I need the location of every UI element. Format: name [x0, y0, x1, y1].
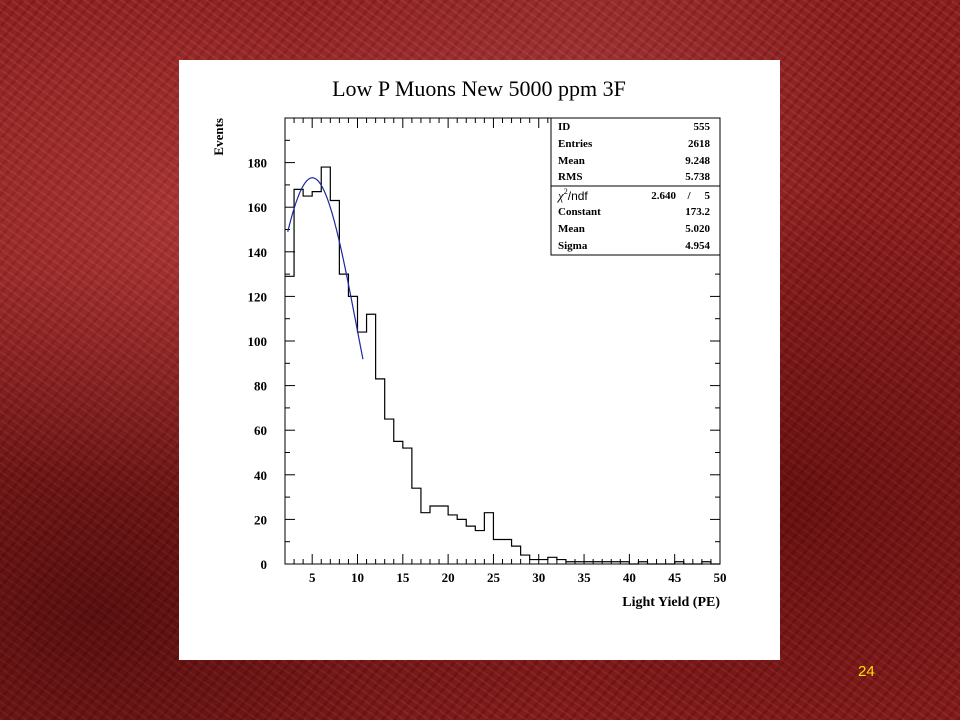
histogram-bin [584, 562, 593, 564]
histogram-bin [312, 192, 321, 564]
histogram-bin [530, 560, 539, 564]
histogram-bin [376, 379, 385, 564]
histogram-bin [303, 196, 312, 564]
stat-value-mean: 9.248 [685, 155, 710, 167]
x-tick-label: 35 [578, 570, 592, 585]
histogram-bin [620, 562, 629, 564]
stat-value-chi2: 2.640 [651, 190, 676, 202]
stat-value-rms: 5.738 [685, 171, 710, 183]
histogram-bin [412, 488, 421, 564]
histogram-bin [367, 314, 376, 564]
histogram-bin [330, 201, 339, 564]
histogram-bin [339, 274, 348, 564]
histogram-bin [448, 515, 457, 564]
y-tick-label: 0 [261, 557, 268, 572]
stat-label-sigma: Sigma [558, 240, 588, 252]
histogram-bin [421, 513, 430, 564]
histogram-bin [430, 506, 439, 564]
y-tick-label: 180 [248, 156, 268, 171]
x-axis-label: Light Yield (PE) [622, 595, 720, 610]
x-tick-label: 20 [442, 570, 455, 585]
stat-value-ndf: 5 [705, 190, 711, 202]
stat-value-fit-mean: 5.020 [685, 223, 710, 235]
stat-label-id: ID [558, 121, 570, 133]
histogram-bin [294, 189, 303, 564]
x-tick-label: 25 [487, 570, 501, 585]
histogram-bin [638, 562, 647, 564]
histogram-bin [702, 562, 711, 564]
y-tick-label: 40 [254, 468, 267, 483]
histogram-bin [493, 539, 502, 564]
histogram-step-line [285, 166, 720, 565]
y-axis-label: Events [211, 118, 226, 156]
stat-value-entries: 2618 [688, 138, 711, 150]
plot-panel: Low P Muons New 5000 ppm 3F 0 20 40 60 80 100… [179, 60, 780, 660]
x-tick-label: 40 [623, 570, 636, 585]
histogram-bin [512, 546, 521, 564]
histogram-bin [484, 513, 493, 564]
chart-title: Low P Muons New 5000 ppm 3F [332, 76, 626, 101]
histogram-bin [394, 441, 403, 564]
stat-slash: / [686, 190, 691, 202]
histogram-bin [475, 531, 484, 564]
histogram-bin [439, 506, 448, 564]
gaussian-fit-curve [287, 177, 364, 360]
x-tick-label: 50 [714, 570, 727, 585]
stat-label-fit-mean: Mean [558, 223, 585, 235]
x-tick-label: 10 [351, 570, 364, 585]
histogram-chart: Low P Muons New 5000 ppm 3F 0 20 40 60 80 100… [211, 76, 727, 610]
stat-label-entries: Entries [558, 138, 593, 150]
slide-number: 24 [858, 663, 875, 680]
x-tick-label: 5 [309, 570, 316, 585]
histogram-bin [611, 562, 620, 564]
y-tick-label: 100 [248, 334, 268, 349]
x-tick-label: 15 [396, 570, 410, 585]
x-tick-label: 30 [532, 570, 545, 585]
stat-value-sigma: 4.954 [685, 240, 710, 252]
histogram-bin [285, 276, 294, 564]
histogram-bin [539, 560, 548, 564]
histogram-bin [557, 560, 566, 564]
stat-label-mean: Mean [558, 155, 585, 167]
y-tick-label: 140 [248, 245, 268, 260]
y-tick-label: 160 [248, 200, 268, 215]
y-tick-label: 80 [254, 379, 267, 394]
y-tick-label: 20 [254, 512, 267, 527]
stat-label-constant: Constant [558, 206, 601, 218]
stat-label-rms: RMS [558, 171, 582, 183]
stat-value-id: 555 [694, 121, 711, 133]
y-axis-ticks: 0 20 40 60 80 100 120 140 160 180 [248, 139, 720, 572]
histogram-bin [457, 519, 466, 564]
histogram-bin [321, 167, 330, 564]
histogram-bin [403, 448, 412, 564]
stat-label-chi2-ndf: χ2/ndf [556, 187, 588, 203]
histogram-bin [521, 555, 530, 564]
stats-box: ID 555 Entries 2618 Mean 9.248 RMS 5.738… [550, 117, 721, 256]
histogram-bin [466, 526, 475, 564]
stat-value-constant: 173.2 [685, 206, 710, 218]
histogram-bin [503, 539, 512, 564]
histogram-bin [566, 562, 575, 564]
histogram-bin [675, 562, 684, 564]
x-tick-label: 45 [668, 570, 682, 585]
histogram-bin [602, 562, 611, 564]
y-tick-label: 60 [254, 423, 267, 438]
histogram-bin [358, 332, 367, 564]
histogram-bin [593, 562, 602, 564]
y-tick-label: 120 [248, 289, 268, 304]
histogram-bin [348, 296, 357, 564]
histogram-bin [548, 557, 557, 564]
histogram-bin [575, 562, 584, 564]
histogram-bin [385, 419, 394, 564]
